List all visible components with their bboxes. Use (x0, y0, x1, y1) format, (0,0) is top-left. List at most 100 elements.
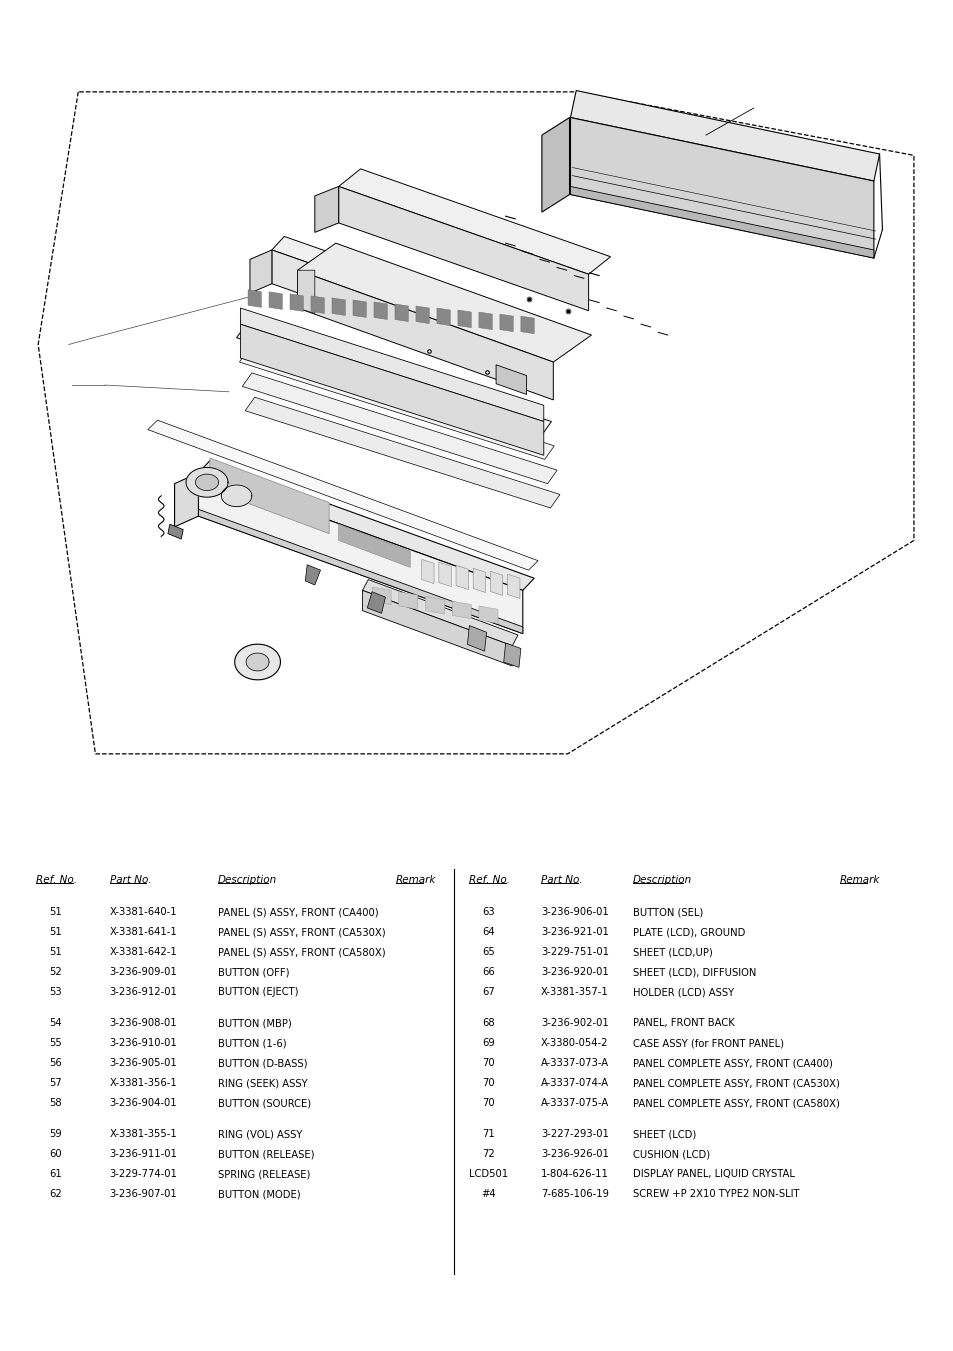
Text: 71: 71 (481, 1129, 495, 1139)
Polygon shape (478, 605, 497, 623)
Polygon shape (332, 299, 345, 316)
Text: PANEL COMPLETE ASSY, FRONT (CA580X): PANEL COMPLETE ASSY, FRONT (CA580X) (632, 1098, 839, 1108)
Text: A-3337-073-A: A-3337-073-A (540, 1058, 608, 1069)
Polygon shape (198, 461, 534, 590)
Text: BUTTON (1-6): BUTTON (1-6) (217, 1039, 286, 1048)
Text: PANEL (S) ASSY, FRONT (CA580X): PANEL (S) ASSY, FRONT (CA580X) (217, 947, 385, 958)
Text: 67: 67 (481, 988, 495, 997)
Text: Ref. No.: Ref. No. (469, 875, 510, 885)
Polygon shape (374, 303, 387, 319)
Text: 53: 53 (49, 988, 62, 997)
Text: BUTTON (SOURCE): BUTTON (SOURCE) (217, 1098, 311, 1108)
Text: SHEET (LCD,UP): SHEET (LCD,UP) (632, 947, 712, 958)
Polygon shape (240, 324, 543, 455)
Text: X-3380-054-2: X-3380-054-2 (540, 1039, 608, 1048)
Polygon shape (416, 307, 429, 324)
Text: Description: Description (632, 875, 691, 885)
Text: BUTTON (RELEASE): BUTTON (RELEASE) (217, 1150, 314, 1159)
Text: X-3381-356-1: X-3381-356-1 (110, 1078, 177, 1089)
Text: 56: 56 (49, 1058, 62, 1069)
Polygon shape (338, 169, 610, 274)
Text: RING (SEEK) ASSY: RING (SEEK) ASSY (217, 1078, 307, 1089)
Text: 1-804-626-11: 1-804-626-11 (540, 1170, 608, 1179)
Text: 3-236-906-01: 3-236-906-01 (540, 908, 608, 917)
Text: A-3337-074-A: A-3337-074-A (540, 1078, 608, 1089)
Polygon shape (240, 308, 543, 422)
Polygon shape (503, 643, 520, 667)
Polygon shape (245, 397, 559, 508)
Polygon shape (311, 296, 324, 313)
Polygon shape (490, 571, 502, 596)
Text: Part No.: Part No. (540, 875, 582, 885)
Polygon shape (338, 524, 410, 567)
Text: BUTTON (SEL): BUTTON (SEL) (632, 908, 702, 917)
Text: 52: 52 (49, 967, 62, 977)
Text: A-3337-075-A: A-3337-075-A (540, 1098, 609, 1108)
Polygon shape (338, 186, 588, 311)
Text: LCD501: LCD501 (468, 1170, 508, 1179)
Polygon shape (297, 243, 591, 362)
Text: Ref. No.: Ref. No. (36, 875, 77, 885)
Polygon shape (520, 316, 534, 334)
Text: #4: #4 (480, 1189, 496, 1200)
Text: 3-227-293-01: 3-227-293-01 (540, 1129, 608, 1139)
Text: 3-236-910-01: 3-236-910-01 (110, 1039, 177, 1048)
Polygon shape (541, 118, 569, 212)
Polygon shape (421, 559, 434, 584)
Polygon shape (297, 270, 314, 313)
Polygon shape (246, 653, 269, 671)
Text: 70: 70 (481, 1078, 495, 1089)
Polygon shape (314, 186, 338, 232)
Text: 61: 61 (49, 1170, 62, 1179)
Polygon shape (210, 458, 329, 534)
Text: 66: 66 (481, 967, 495, 977)
Text: 57: 57 (49, 1078, 62, 1089)
Polygon shape (168, 524, 183, 539)
Text: X-3381-642-1: X-3381-642-1 (110, 947, 177, 958)
Polygon shape (398, 592, 417, 609)
Polygon shape (305, 565, 320, 585)
Text: X-3381-640-1: X-3381-640-1 (110, 908, 177, 917)
Text: 7-685-106-19: 7-685-106-19 (540, 1189, 608, 1200)
Polygon shape (457, 311, 471, 328)
Text: BUTTON (MBP): BUTTON (MBP) (217, 1019, 291, 1028)
Text: SHEET (LCD): SHEET (LCD) (632, 1129, 695, 1139)
Text: 65: 65 (481, 947, 495, 958)
Polygon shape (269, 292, 282, 309)
Text: PANEL, FRONT BACK: PANEL, FRONT BACK (632, 1019, 734, 1028)
Polygon shape (221, 485, 252, 507)
Text: X-3381-355-1: X-3381-355-1 (110, 1129, 177, 1139)
Polygon shape (507, 574, 519, 598)
Text: 70: 70 (481, 1098, 495, 1108)
Polygon shape (478, 312, 492, 330)
Text: 3-236-912-01: 3-236-912-01 (110, 988, 177, 997)
Text: 3-236-902-01: 3-236-902-01 (540, 1019, 608, 1028)
Text: 3-229-751-01: 3-229-751-01 (540, 947, 608, 958)
Polygon shape (372, 586, 391, 604)
Polygon shape (395, 304, 408, 322)
Polygon shape (148, 420, 537, 570)
Polygon shape (242, 373, 557, 484)
Text: Remark: Remark (839, 875, 879, 885)
Text: 72: 72 (481, 1150, 495, 1159)
Text: SCREW +P 2X10 TYPE2 NON-SLIT: SCREW +P 2X10 TYPE2 NON-SLIT (632, 1189, 799, 1200)
Text: 62: 62 (49, 1189, 62, 1200)
Text: 3-229-774-01: 3-229-774-01 (110, 1170, 177, 1179)
Polygon shape (272, 236, 553, 345)
Text: 3-236-911-01: 3-236-911-01 (110, 1150, 177, 1159)
Text: 51: 51 (49, 908, 62, 917)
Polygon shape (297, 270, 553, 400)
Polygon shape (436, 308, 450, 326)
Polygon shape (239, 349, 554, 459)
Polygon shape (198, 473, 522, 634)
Text: X-3381-357-1: X-3381-357-1 (540, 988, 608, 997)
Polygon shape (362, 580, 517, 646)
Text: 59: 59 (49, 1129, 62, 1139)
Text: PANEL (S) ASSY, FRONT (CA530X): PANEL (S) ASSY, FRONT (CA530X) (217, 927, 385, 938)
Text: RING (VOL) ASSY: RING (VOL) ASSY (217, 1129, 301, 1139)
Text: 60: 60 (49, 1150, 62, 1159)
Text: 3-236-904-01: 3-236-904-01 (110, 1098, 177, 1108)
Text: SHEET (LCD), DIFFUSION: SHEET (LCD), DIFFUSION (632, 967, 755, 977)
Polygon shape (438, 562, 451, 586)
Text: BUTTON (EJECT): BUTTON (EJECT) (217, 988, 297, 997)
